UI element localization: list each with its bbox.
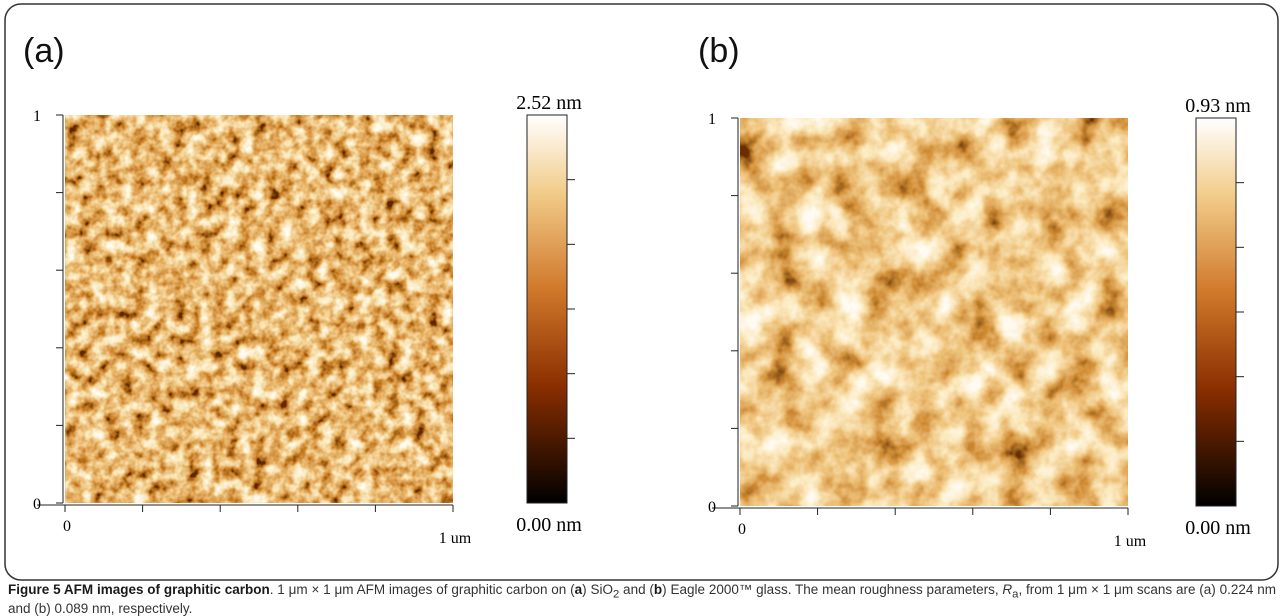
colorbar-max: 2.52 nm	[516, 92, 582, 114]
caption-bold: a	[574, 582, 583, 597]
y-axis-label: 0	[708, 499, 716, 516]
panel-label: (b)	[698, 32, 740, 70]
y-axis-label: 0	[33, 496, 41, 513]
y-axis-label: 1	[33, 108, 41, 125]
panel-label: (a)	[23, 32, 65, 70]
colorbar	[1195, 117, 1237, 507]
x-axis-label: 1 um	[439, 530, 472, 547]
caption-subscript: 2	[612, 588, 620, 601]
colorbar	[526, 114, 568, 504]
colorbar-max: 0.93 nm	[1185, 95, 1251, 117]
afm-image	[65, 115, 453, 503]
figure-border	[4, 3, 1279, 581]
figure: (a) 1 0 0 1 um 2.52 nm 0.00 nm (b) 1 0 0 1 um 0.93 n…	[4, 3, 1279, 581]
caption-bold: b	[653, 582, 663, 597]
x-axis-label: 0	[738, 521, 746, 538]
caption-italic: R	[1002, 582, 1013, 597]
colorbar-min: 0.00 nm	[1185, 517, 1251, 539]
caption-text: . 1 μm × 1 μm AFM images of graphitic ca…	[269, 582, 575, 597]
caption-text: and (	[619, 582, 654, 597]
caption-text: ) SiO	[582, 582, 613, 597]
afm-image	[740, 118, 1128, 506]
caption-subscript: a	[1012, 588, 1019, 601]
x-axis-label: 0	[63, 518, 71, 535]
y-axis-label: 1	[708, 111, 716, 128]
x-axis-label: 1 um	[1114, 533, 1147, 550]
colorbar-min: 0.00 nm	[516, 514, 582, 536]
caption-text: ) Eagle 2000™ glass. The mean roughness …	[662, 582, 1003, 597]
caption-title: Figure 5 AFM images of graphitic carbon	[8, 582, 270, 597]
